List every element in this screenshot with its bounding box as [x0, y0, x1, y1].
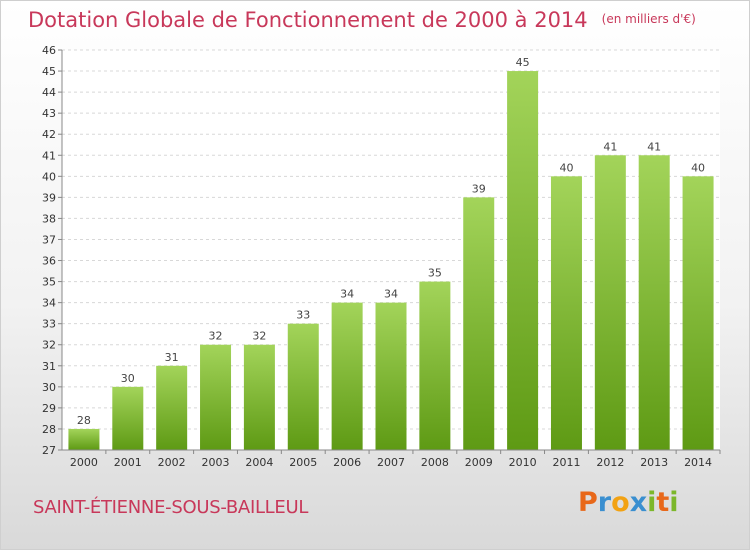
- data-label-2011: 40: [559, 161, 573, 174]
- y-tick-label: 41: [42, 149, 56, 162]
- x-tick-label: 2002: [158, 456, 186, 469]
- chart-title-text: Dotation Globale de Fonctionnement de 20…: [28, 8, 588, 32]
- x-tick-label: 2001: [114, 456, 142, 469]
- y-tick-label: 44: [42, 86, 56, 99]
- y-tick-label: 35: [42, 276, 56, 289]
- y-tick-label: 42: [42, 128, 56, 141]
- y-tick-label: 36: [42, 255, 56, 268]
- x-tick-label: 2006: [333, 456, 361, 469]
- y-tick-label: 33: [42, 318, 56, 331]
- x-tick-label: 2008: [421, 456, 449, 469]
- x-tick-label: 2009: [465, 456, 493, 469]
- data-label-2002: 31: [165, 351, 179, 364]
- x-tick-label: 2013: [640, 456, 668, 469]
- x-tick-label: 2012: [596, 456, 624, 469]
- x-tick-label: 2003: [202, 456, 230, 469]
- y-tick-label: 30: [42, 381, 56, 394]
- bar-2009: [463, 197, 495, 450]
- bar-2011: [550, 176, 582, 450]
- data-label-2010: 45: [516, 56, 530, 69]
- y-tick-label: 37: [42, 233, 56, 246]
- y-tick-label: 40: [42, 170, 56, 183]
- logo-letter: t: [656, 487, 670, 518]
- proxiti-logo: Proxiti: [578, 487, 679, 518]
- logo-letter: r: [597, 487, 612, 518]
- data-label-2013: 41: [647, 140, 661, 153]
- data-label-2004: 32: [252, 330, 266, 343]
- y-tick-label: 29: [42, 402, 56, 415]
- bar-2006: [331, 302, 363, 450]
- x-tick-label: 2011: [552, 456, 580, 469]
- y-tick-label: 34: [42, 297, 56, 310]
- commune-name: SAINT-ÉTIENNE-SOUS-BAILLEUL: [33, 497, 309, 518]
- y-tick-label: 31: [42, 360, 56, 373]
- x-tick-label: 2000: [70, 456, 98, 469]
- y-tick-labels: 27 28 29 30 31 32 33 34 35 36 37 38 39 40 41 42 43 44 45 46: [42, 44, 62, 457]
- bar-2003: [200, 344, 232, 450]
- logo-letter: o: [611, 487, 630, 518]
- y-tick-label: 32: [42, 339, 56, 352]
- x-tick-label: 2005: [289, 456, 317, 469]
- data-label-2014: 40: [691, 161, 705, 174]
- logo-letter: i: [647, 487, 657, 518]
- y-tick-label: 27: [42, 444, 56, 457]
- data-label-2012: 41: [603, 140, 617, 153]
- chart-unit: (en milliers d'€): [601, 12, 696, 26]
- bars: [68, 71, 714, 450]
- x-tick-label: 2014: [684, 456, 712, 469]
- y-tick-label: 38: [42, 212, 56, 225]
- y-tick-label: 46: [42, 44, 56, 57]
- logo-letter: i: [669, 487, 679, 518]
- bar-2014: [682, 176, 714, 450]
- bar-2004: [243, 344, 275, 450]
- bar-2012: [594, 155, 626, 450]
- y-tick-label: 39: [42, 191, 56, 204]
- y-tick-label: 45: [42, 65, 56, 78]
- data-label-2006: 34: [340, 288, 354, 301]
- bar-2002: [156, 365, 188, 450]
- y-tick-label: 28: [42, 423, 56, 436]
- logo-letter: x: [629, 487, 648, 518]
- data-label-2005: 33: [296, 309, 310, 322]
- chart-title: Dotation Globale de Fonctionnement de 20…: [28, 8, 696, 32]
- bar-2010: [507, 71, 539, 450]
- x-tick-label: 2007: [377, 456, 405, 469]
- data-label-2003: 32: [209, 330, 223, 343]
- bar-2001: [112, 386, 144, 450]
- bar-2007: [375, 302, 407, 450]
- data-label-2008: 35: [428, 267, 442, 280]
- x-tick-labels: 2000 2001 2002 2003 2004 2005 2006 2007 2008 2009…: [70, 450, 721, 469]
- data-label-2007: 34: [384, 288, 398, 301]
- bar-2013: [638, 155, 670, 450]
- logo-letter: P: [578, 487, 598, 518]
- data-label-2000: 28: [77, 414, 91, 427]
- y-tick-label: 43: [42, 107, 56, 120]
- x-tick-label: 2010: [509, 456, 537, 469]
- data-label-2009: 39: [472, 182, 486, 195]
- bar-2008: [419, 281, 451, 450]
- bar-2005: [287, 323, 319, 450]
- bar-2000: [68, 428, 100, 450]
- data-label-2001: 30: [121, 372, 135, 385]
- data-labels: 28 30 31 32 32 33 34 34 35 39 45 40 41 41 40: [77, 56, 705, 427]
- x-tick-label: 2004: [245, 456, 273, 469]
